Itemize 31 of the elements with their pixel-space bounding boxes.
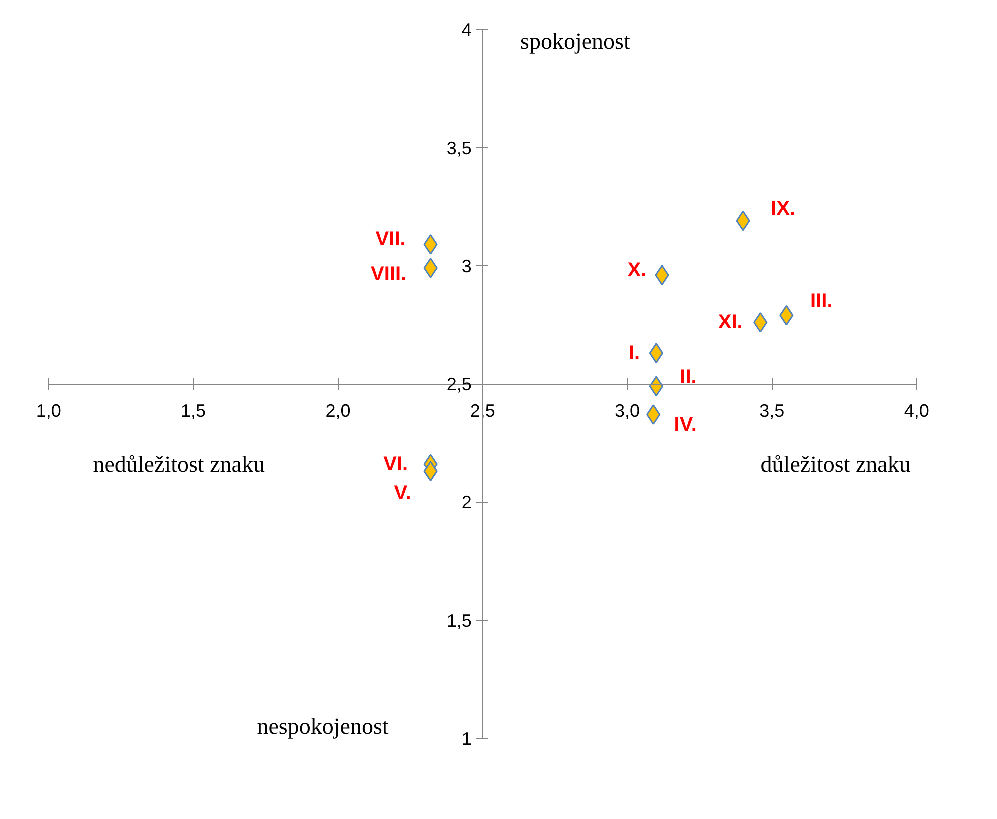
x-tick-label: 4,0	[904, 401, 930, 422]
point	[646, 404, 661, 426]
annotation: I.	[628, 342, 640, 364]
annotation: důležitost znaku	[760, 452, 912, 477]
annotation: X.	[628, 259, 647, 282]
y-tick-label: 1,5	[446, 610, 472, 631]
annotation: VIII.	[371, 263, 407, 286]
annotation: nedůležitost znaku	[93, 452, 266, 477]
y-tick-label: 2,5	[446, 374, 472, 395]
x-tick-label: 3,5	[760, 401, 785, 422]
x-tick-label: 2,0	[326, 401, 351, 422]
annotation: XI.	[718, 312, 743, 334]
point	[649, 343, 664, 364]
x-tick-label: 3,0	[615, 401, 640, 422]
x-tick-label: 1,0	[36, 401, 62, 422]
x-tick-label: 1,5	[181, 401, 206, 422]
annotation: spokojenost	[520, 28, 631, 54]
annotation: IV.	[674, 414, 697, 436]
y-tick-label: 3	[462, 256, 472, 276]
annotation: V.	[394, 482, 412, 504]
annotation: VI.	[384, 453, 408, 476]
y-tick-label: 3,5	[446, 138, 472, 158]
annotation: nespokojenost	[257, 714, 390, 740]
annotation: VII.	[376, 228, 406, 251]
y-tick-label: 1	[462, 728, 472, 749]
annotation: III.	[810, 290, 833, 313]
annotation: II.	[680, 366, 697, 388]
y-tick-label: 2	[462, 492, 472, 513]
point	[649, 376, 664, 397]
y-tick-label: 4	[462, 20, 472, 40]
annotation: IX.	[771, 198, 796, 220]
